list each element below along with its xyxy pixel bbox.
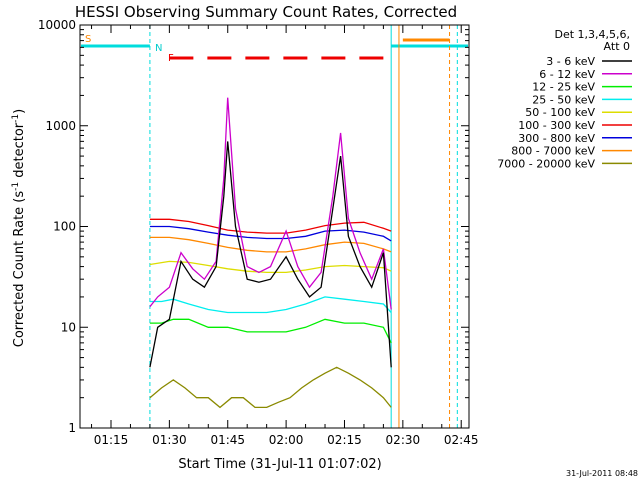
- y-axis-label: Corrected Count Rate (s-1 detector-1): [11, 109, 27, 347]
- legend-header-1: Det 1,3,4,5,6,: [554, 28, 630, 41]
- series-line-6: [149, 225, 392, 242]
- series-lines: [149, 97, 392, 409]
- legend-label: 3 - 6 keV: [546, 55, 595, 68]
- series-line-4: [149, 260, 392, 274]
- y-tick-label: 1000: [45, 119, 76, 133]
- annotation-f: F: [168, 53, 174, 64]
- x-tick-label: 01:15: [94, 433, 129, 447]
- legend-label: 25 - 50 keV: [532, 93, 595, 106]
- legend-label: 50 - 100 keV: [525, 106, 595, 119]
- legend-label: 300 - 800 keV: [518, 132, 595, 145]
- x-axis-ticks: 01:15 01:30 01:45 02:00 02:15 02:30 02:45: [91, 25, 479, 447]
- series-line-8: [149, 366, 392, 409]
- x-tick-label: 02:45: [444, 433, 479, 447]
- legend-label: 7000 - 20000 keV: [497, 157, 595, 170]
- series-line-1: [149, 97, 392, 310]
- legend-label: 6 - 12 keV: [539, 68, 595, 81]
- annotation-n: N: [155, 43, 162, 54]
- x-tick-label: 02:15: [327, 433, 362, 447]
- series-line-3: [149, 296, 392, 314]
- timestamp: 31-Jul-2011 08:48: [566, 469, 638, 478]
- legend-label: 800 - 7000 keV: [511, 145, 595, 158]
- legend-header-2: Att 0: [604, 40, 630, 53]
- x-tick-label: 02:30: [386, 433, 421, 447]
- series-line-2: [149, 318, 392, 344]
- y-axis-ticks: 1 10 100 1000 10000: [38, 18, 469, 435]
- plot-frame: [79, 24, 470, 429]
- series-line-0: [149, 141, 392, 368]
- observing-bands: [81, 25, 468, 428]
- x-axis-label: Start Time (31-Jul-11 01:07:02): [178, 457, 381, 472]
- legend-label: 100 - 300 keV: [518, 119, 595, 132]
- x-tick-label: 01:30: [152, 433, 187, 447]
- annotation-s: S: [85, 34, 91, 45]
- y-tick-label: 1: [68, 421, 76, 435]
- series-line-5: [149, 218, 392, 234]
- y-tick-label: 10: [61, 320, 76, 334]
- y-tick-label: 10000: [38, 18, 76, 32]
- x-tick-label: 01:45: [210, 433, 245, 447]
- x-tick-label: 02:00: [269, 433, 304, 447]
- y-tick-label: 100: [53, 220, 76, 234]
- legend-label: 12 - 25 keV: [532, 81, 595, 94]
- chart-title: HESSI Observing Summary Count Rates, Cor…: [75, 3, 457, 21]
